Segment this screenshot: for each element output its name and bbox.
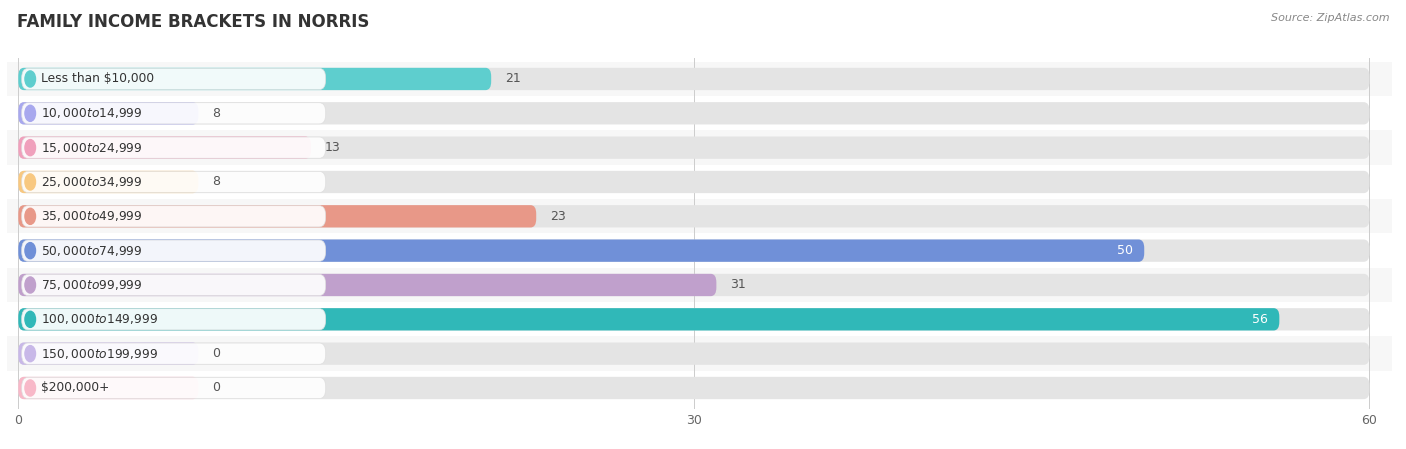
Circle shape <box>25 174 35 190</box>
FancyBboxPatch shape <box>21 137 326 158</box>
FancyBboxPatch shape <box>18 343 198 365</box>
Text: 8: 8 <box>212 176 219 189</box>
Text: $15,000 to $24,999: $15,000 to $24,999 <box>41 141 142 154</box>
FancyBboxPatch shape <box>21 309 326 330</box>
Text: $75,000 to $99,999: $75,000 to $99,999 <box>41 278 142 292</box>
FancyBboxPatch shape <box>21 274 326 295</box>
Text: $35,000 to $49,999: $35,000 to $49,999 <box>41 209 142 223</box>
Bar <box>0 199 1392 233</box>
FancyBboxPatch shape <box>18 102 1369 124</box>
FancyBboxPatch shape <box>18 343 1369 365</box>
FancyBboxPatch shape <box>21 378 326 399</box>
FancyBboxPatch shape <box>18 274 1369 296</box>
FancyBboxPatch shape <box>18 274 717 296</box>
FancyBboxPatch shape <box>18 205 536 228</box>
FancyBboxPatch shape <box>18 308 1369 330</box>
FancyBboxPatch shape <box>18 377 1369 399</box>
Text: $150,000 to $199,999: $150,000 to $199,999 <box>41 347 157 361</box>
FancyBboxPatch shape <box>21 206 326 227</box>
Circle shape <box>25 311 35 327</box>
FancyBboxPatch shape <box>18 239 1369 262</box>
FancyBboxPatch shape <box>18 377 198 399</box>
FancyBboxPatch shape <box>21 172 326 193</box>
Bar <box>0 302 1392 336</box>
Text: $25,000 to $34,999: $25,000 to $34,999 <box>41 175 142 189</box>
Text: 21: 21 <box>505 72 520 85</box>
Text: $100,000 to $149,999: $100,000 to $149,999 <box>41 313 157 326</box>
Text: $10,000 to $14,999: $10,000 to $14,999 <box>41 106 142 120</box>
Text: 0: 0 <box>212 347 219 360</box>
FancyBboxPatch shape <box>18 171 1369 193</box>
FancyBboxPatch shape <box>18 308 1279 330</box>
Text: 31: 31 <box>730 278 745 291</box>
FancyBboxPatch shape <box>18 136 311 159</box>
Text: 8: 8 <box>212 107 219 120</box>
FancyBboxPatch shape <box>21 103 326 124</box>
Bar <box>0 62 1392 96</box>
Text: $50,000 to $74,999: $50,000 to $74,999 <box>41 244 142 258</box>
Bar <box>0 371 1392 405</box>
Circle shape <box>25 208 35 224</box>
Text: $200,000+: $200,000+ <box>41 382 110 395</box>
FancyBboxPatch shape <box>21 240 326 261</box>
FancyBboxPatch shape <box>18 68 1369 90</box>
Circle shape <box>25 105 35 121</box>
Text: 50: 50 <box>1116 244 1133 257</box>
Bar <box>0 233 1392 268</box>
Text: 56: 56 <box>1253 313 1268 326</box>
FancyBboxPatch shape <box>21 343 326 364</box>
Circle shape <box>25 346 35 362</box>
FancyBboxPatch shape <box>18 171 198 193</box>
Circle shape <box>25 140 35 156</box>
FancyBboxPatch shape <box>18 205 1369 228</box>
Text: Less than $10,000: Less than $10,000 <box>41 72 153 85</box>
Text: Source: ZipAtlas.com: Source: ZipAtlas.com <box>1271 13 1389 23</box>
Text: 13: 13 <box>325 141 340 154</box>
Text: 23: 23 <box>550 210 565 223</box>
Circle shape <box>25 242 35 259</box>
Bar <box>0 131 1392 165</box>
Text: 0: 0 <box>212 382 219 395</box>
Bar <box>0 165 1392 199</box>
Circle shape <box>25 380 35 396</box>
Bar <box>0 268 1392 302</box>
Bar <box>0 96 1392 131</box>
Bar <box>0 336 1392 371</box>
FancyBboxPatch shape <box>18 239 1144 262</box>
Circle shape <box>25 71 35 87</box>
Text: FAMILY INCOME BRACKETS IN NORRIS: FAMILY INCOME BRACKETS IN NORRIS <box>17 13 370 31</box>
FancyBboxPatch shape <box>18 136 1369 159</box>
FancyBboxPatch shape <box>18 102 198 124</box>
Circle shape <box>25 277 35 293</box>
FancyBboxPatch shape <box>18 68 491 90</box>
FancyBboxPatch shape <box>21 68 326 89</box>
